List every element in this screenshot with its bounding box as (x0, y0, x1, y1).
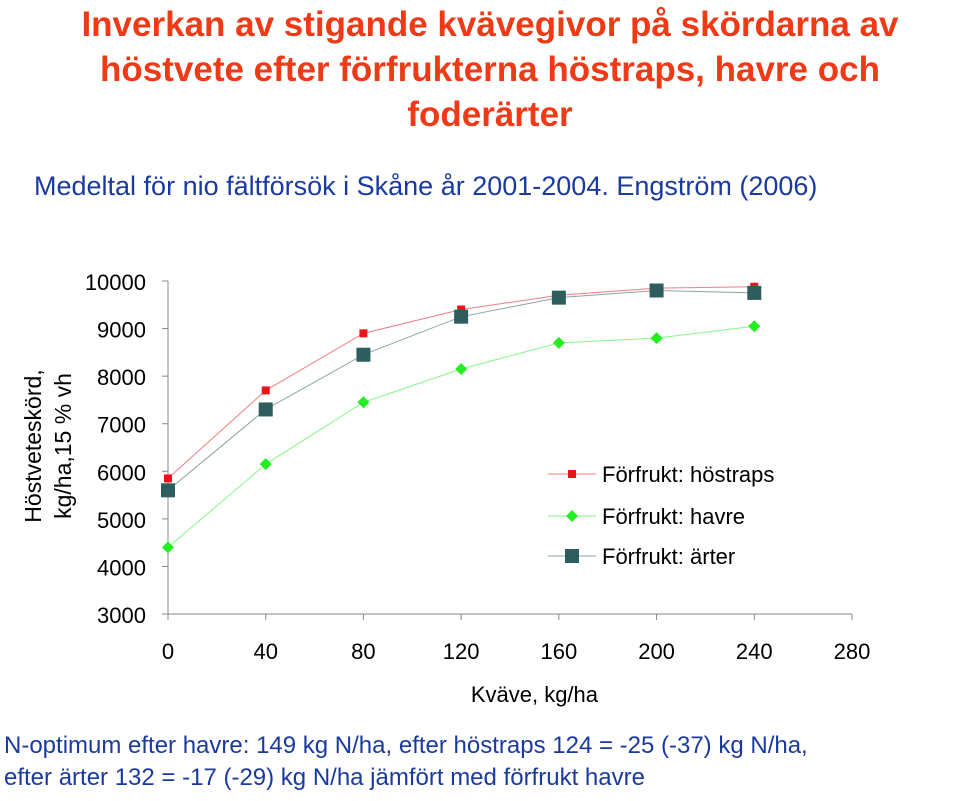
x-tick-label: 40 (253, 639, 277, 664)
y-tick-label: 9000 (97, 318, 146, 343)
x-tick-label: 160 (540, 639, 577, 664)
footnote-line-1: N-optimum efter havre: 149 kg N/ha, efte… (4, 732, 808, 759)
axes (167, 281, 852, 615)
data-point (359, 329, 368, 338)
footnote: N-optimum efter havre: 149 kg N/ha, efte… (4, 730, 808, 794)
data-point (259, 458, 272, 471)
y-tick-label: 8000 (97, 365, 146, 390)
legend: Förfrukt: höstraps Förfrukt: havre Förfruk… (548, 462, 774, 569)
y-tick-label: 3000 (97, 603, 146, 628)
legend-marker (566, 510, 578, 522)
title-line-2: höstvete efter förfrukterna höstraps, ha… (100, 50, 880, 89)
x-axis-label: Kväve, kg/ha (471, 682, 599, 707)
data-point (455, 363, 468, 376)
series-2 (162, 320, 761, 554)
chart-title: Inverkan av stigande kvävegivor på skörd… (0, 2, 960, 137)
y-tick-label: 10000 (85, 270, 146, 295)
data-point (748, 320, 761, 333)
legend-label: Förfrukt: ärter (602, 544, 735, 569)
footnote-line-2: efter ärter 132 = -17 (-29) kg N/ha jämf… (4, 764, 645, 791)
y-tick-label: 4000 (97, 555, 146, 580)
data-point (747, 285, 762, 300)
data-point (454, 309, 469, 324)
x-tick-label: 280 (834, 639, 871, 664)
data-point (649, 283, 664, 298)
data-point (357, 396, 370, 409)
data-point (552, 336, 565, 349)
data-point (161, 483, 175, 498)
legend-label: Förfrukt: havre (602, 504, 745, 529)
series-3 (161, 283, 762, 498)
chart-subtitle: Medeltal för nio fältförsök i Skåne år 2… (34, 171, 818, 201)
y-tick-label: 5000 (97, 508, 146, 533)
x-tick-label: 80 (351, 639, 375, 664)
legend-marker (565, 549, 579, 563)
data-point (162, 541, 174, 554)
data-point (551, 290, 566, 305)
x-tick-label: 240 (736, 639, 773, 664)
y-tick-label: 6000 (97, 460, 146, 485)
x-tick-label: 0 (162, 639, 174, 664)
x-ticks: 0 40 80 120 160 200 240 280 (162, 614, 870, 664)
y-ticks: 10000 9000 8000 7000 6000 5000 4000 3000 (85, 270, 168, 628)
data-point (650, 332, 663, 345)
data-point (356, 347, 371, 362)
data-point (457, 305, 466, 314)
data-point (164, 474, 172, 483)
x-tick-label: 120 (443, 639, 480, 664)
data-point (258, 402, 273, 417)
data-point (261, 386, 270, 395)
x-tick-label: 200 (638, 639, 675, 664)
y-tick-label: 7000 (97, 413, 146, 438)
title-line-3: foderärter (407, 95, 573, 134)
series-layer (161, 282, 762, 554)
title-line-1: Inverkan av stigande kvävegivor på skörd… (81, 5, 899, 44)
legend-label: Förfrukt: höstraps (602, 462, 774, 487)
legend-marker (568, 470, 576, 478)
